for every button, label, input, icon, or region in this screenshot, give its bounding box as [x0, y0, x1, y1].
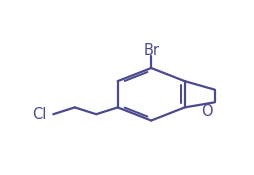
- Text: O: O: [200, 104, 212, 119]
- Text: Cl: Cl: [32, 107, 46, 122]
- Text: Br: Br: [143, 43, 158, 58]
